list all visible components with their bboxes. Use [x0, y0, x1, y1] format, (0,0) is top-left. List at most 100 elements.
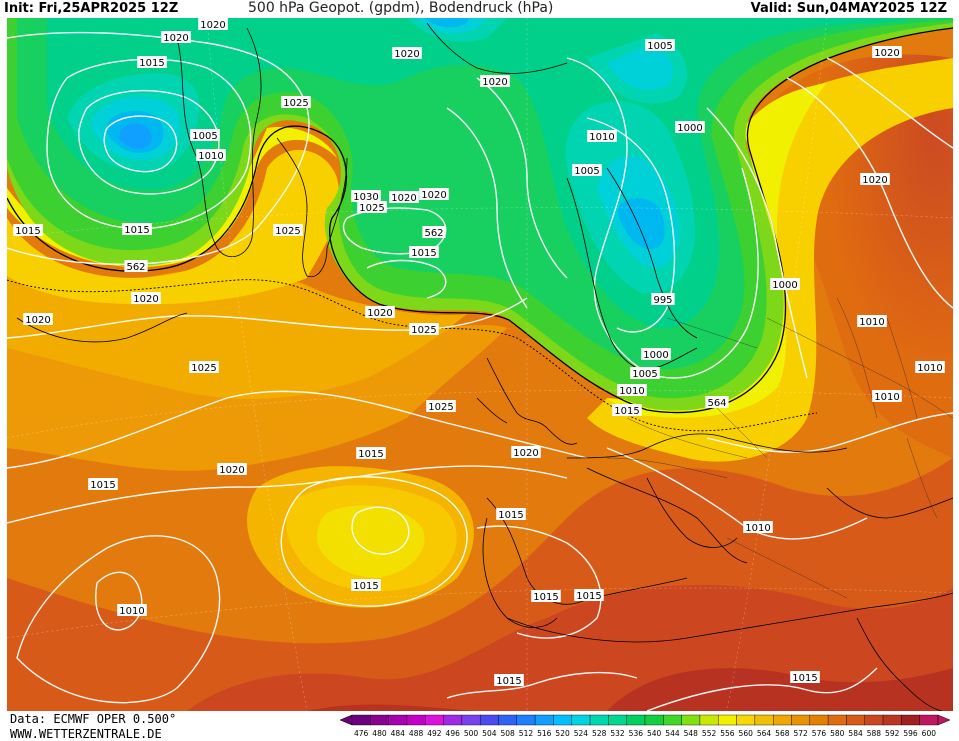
scale-tick-label: 560	[739, 729, 754, 738]
isobar-label: 1020	[161, 31, 191, 44]
isobar-label-text: 1000	[772, 280, 797, 291]
scale-swatch	[498, 714, 518, 726]
isobar-label: 1005	[190, 129, 220, 142]
isobar-label: 1005	[645, 39, 675, 52]
scale-tick-label: 500	[464, 729, 479, 738]
isobar-label-text: 1015	[792, 673, 817, 684]
scale-tick-label: 484	[391, 729, 406, 738]
isobar-label-text: 1025	[275, 226, 300, 237]
isobar-label-text: 1025	[411, 325, 436, 336]
graticule	[7, 18, 953, 711]
scale-swatch	[827, 714, 847, 726]
isobar-label-text: 1010	[619, 386, 644, 397]
scale-tick-label: 548	[684, 729, 699, 738]
scale-tick-label: 568	[775, 729, 790, 738]
footer-bar: Data: ECMWF OPER 0.500° WWW.WETTERZENTRA…	[0, 711, 959, 741]
isobar-label: 1020	[872, 46, 902, 59]
height-band-524-trough	[119, 123, 152, 149]
isobar-label: 1015	[409, 246, 439, 259]
isobar-label-text: 1000	[643, 350, 668, 361]
isobar-label: 1010	[872, 390, 902, 403]
isobar-label: 562	[422, 226, 446, 239]
isobar-label: 1010	[743, 521, 773, 534]
scale-tick-label: 600	[922, 729, 937, 738]
isobar-label: 1030	[351, 190, 381, 203]
scale-tick-label: 540	[647, 729, 662, 738]
isobar-label-text: 1015	[358, 449, 383, 460]
isobar-label: 1020	[23, 313, 53, 326]
scale-arrow-left	[339, 714, 353, 726]
isobar-label-text: 1010	[745, 523, 770, 534]
isobar-label: 1010	[857, 315, 887, 328]
scale-swatch	[461, 714, 481, 726]
scale-tick-label: 576	[812, 729, 827, 738]
isobar-label: 1015	[356, 447, 386, 460]
isobar-label: 1015	[13, 224, 43, 237]
isobar-label-text: 1005	[647, 41, 672, 52]
isobar-label-text: 1020	[219, 465, 244, 476]
scale-swatch	[736, 714, 756, 726]
scale-tick-label: 552	[702, 729, 717, 738]
isobar-label-text: 562	[424, 228, 443, 239]
scale-tick-label: 532	[610, 729, 625, 738]
isobar-label: 1020	[389, 191, 419, 204]
isobar-label-text: 1015	[498, 510, 523, 521]
scale-swatch	[443, 714, 463, 726]
isobar-label-text: 1010	[859, 317, 884, 328]
isobar-label-text: 1025	[283, 98, 308, 109]
isobar-label-text: 1020	[513, 448, 538, 459]
isobar-label: 1010	[196, 149, 226, 162]
isobar-label-text: 1015	[139, 58, 164, 69]
isobar-label-text: 1015	[124, 225, 149, 236]
scale-tick-label: 596	[903, 729, 918, 738]
scale-tick-label: 588	[867, 729, 882, 738]
scale-swatch	[699, 714, 719, 726]
isobar-label-text: 1020	[163, 33, 188, 44]
isobar-label-text: 1020	[391, 193, 416, 204]
isobar-label-text: 1020	[133, 294, 158, 305]
scale-tick-label: 580	[830, 729, 845, 738]
isobar-label-text: 1010	[198, 151, 223, 162]
height-band-560-ridge	[317, 505, 425, 578]
scale-swatch	[846, 714, 865, 726]
site-url: WWW.WETTERZENTRALE.DE	[10, 727, 162, 741]
scale-tick-label: 480	[372, 729, 387, 738]
scale-swatch	[901, 714, 920, 726]
isobar-label-text: 1020	[367, 308, 392, 319]
isobar-labels: 1020 1020 1015 1020 1005 1020 1020 1025 1005 1010…	[13, 18, 945, 687]
borders	[606, 297, 953, 599]
scale-swatch	[681, 714, 701, 726]
isobar-label: 1005	[630, 367, 660, 380]
isobar-label-text: 1020	[862, 175, 887, 186]
isobar-label: 1025	[281, 96, 311, 109]
isobar-label-text: 1020	[200, 20, 225, 31]
isobar-label: 1025	[426, 400, 456, 413]
isobar-label: 995	[651, 293, 675, 306]
isobar-label-text: 1025	[428, 402, 453, 413]
scale-tick-label: 572	[793, 729, 808, 738]
scale-swatch	[388, 714, 408, 726]
isobar-label-text: 562	[126, 262, 145, 273]
header-bar: Init: Fri,25APR2025 12Z 500 hPa Geopot. …	[0, 0, 959, 18]
isobar-label: 1020	[131, 292, 161, 305]
scale-swatch	[791, 714, 811, 726]
isobar-label-text: 1015	[576, 591, 601, 602]
isobar-label: 1000	[641, 348, 671, 361]
isobar-label-text: 1015	[353, 581, 378, 592]
isobar-label-text: 1025	[191, 363, 216, 374]
isobar-label-text: 995	[653, 295, 672, 306]
scale-swatch	[370, 714, 389, 726]
height-contour-552	[7, 27, 953, 414]
isobar-label-text: 1010	[874, 392, 899, 403]
chart-title: 500 hPa Geopot. (gpdm), Bodendruck (hPa)	[248, 0, 554, 16]
scale-swatch	[718, 714, 737, 726]
scale-swatch	[626, 714, 646, 726]
scale-swatch	[864, 714, 884, 726]
isobars	[7, 31, 953, 711]
isobar-label-text: 1005	[632, 369, 657, 380]
isobar-label: 1025	[189, 361, 219, 374]
scale-tick-label: 492	[427, 729, 442, 738]
isobar-label-text: 1010	[119, 606, 144, 617]
isobar-label: 564	[705, 396, 729, 409]
scale-tick-label: 512	[519, 729, 534, 738]
